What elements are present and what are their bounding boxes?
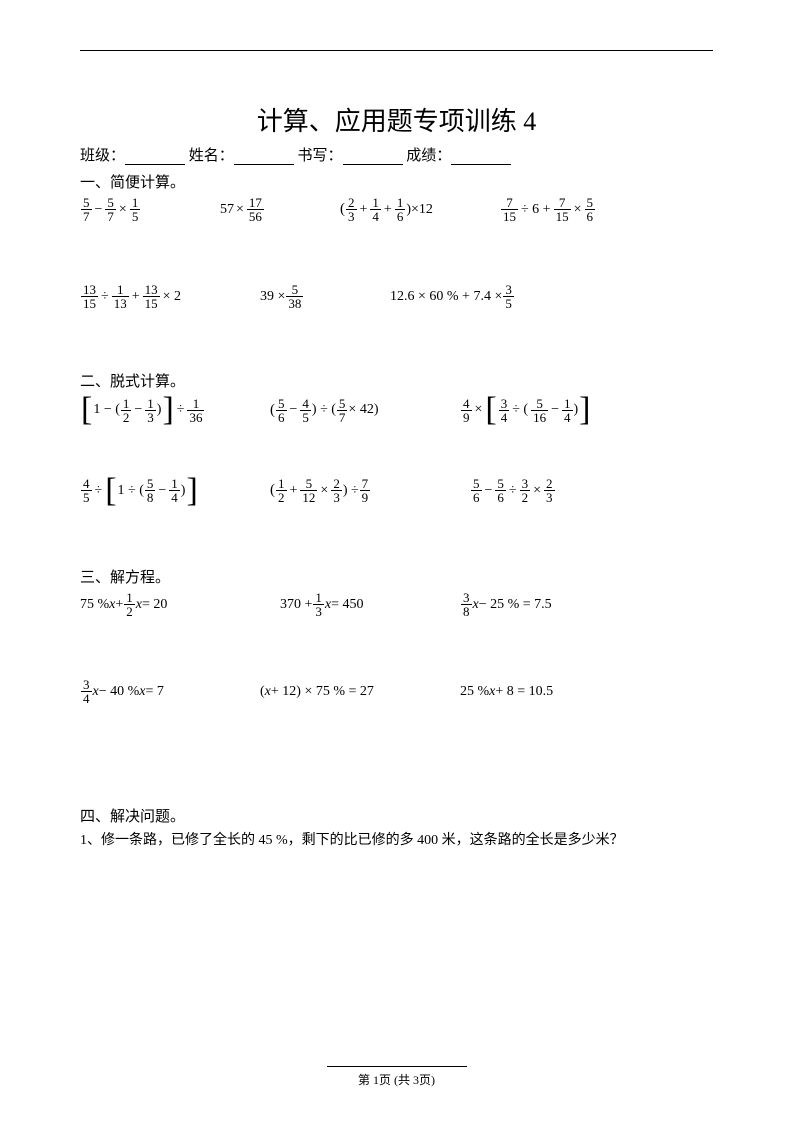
class-label: 班级： <box>80 148 125 164</box>
section-3-head: 三、解方程。 <box>80 566 713 587</box>
footer-rule <box>327 1066 467 1067</box>
top-rule <box>80 50 713 51</box>
section-4-head: 四、解决问题。 <box>80 805 713 826</box>
row-2: 1315 ÷ 113 + 1315 × 2 39 × 538 12.6 × 60… <box>80 283 713 310</box>
page-number: 第 1页 (共 3页) <box>358 1073 435 1087</box>
expr-1-3: ( 23 + 14 + 16 )×12 <box>340 196 500 223</box>
page: 计算、应用题专项训练 4 班级： 姓名： 书写： 成绩： 一、简便计算。 57 … <box>0 0 793 1122</box>
page-title: 计算、应用题专项训练 4 <box>80 101 713 138</box>
row-3: [ 1 − ( 12 − 13 ) ] ÷ 136 ( 56 − 45 ) ÷ … <box>80 395 713 426</box>
expr-3-3: 49 × [ 34 ÷ ( 516 − 14 ) ] <box>460 395 592 426</box>
expr-4-2: ( 12 + 512 × 23 ) ÷ 79 <box>270 477 470 504</box>
writing-blank <box>343 150 403 165</box>
expr-3-2: ( 56 − 45 ) ÷ ( 57 × 42) <box>270 397 460 424</box>
row-1: 57 − 57 × 15 57× 1756 ( 23 + 14 + 16 )×1… <box>80 196 713 223</box>
expr-1-4: 715 ÷ 6 + 715 × 56 <box>500 196 596 223</box>
class-blank <box>125 150 185 165</box>
expr-5-3: 38 x − 25 % = 7.5 <box>460 591 552 618</box>
expr-2-2: 39 × 538 <box>260 283 390 310</box>
row-5: 75 % x + 12 x = 20 370 + 13 x = 450 38 x… <box>80 591 713 618</box>
expr-5-1: 75 % x + 12 x = 20 <box>80 591 280 618</box>
writing-label: 书写： <box>298 148 343 164</box>
page-footer: 第 1页 (共 3页) <box>0 1066 793 1088</box>
expr-3-1: [ 1 − ( 12 − 13 ) ] ÷ 136 <box>80 395 270 426</box>
expr-4-3: 56 − 56 ÷ 32 × 23 <box>470 477 556 504</box>
expr-1-2: 57× 1756 <box>220 196 340 223</box>
expr-6-3: 25 % x + 8 = 10.5 <box>460 684 553 700</box>
row-4: 45 ÷ [ 1 ÷ ( 58 − 14 ) ] ( 12 + 512 × 23… <box>80 476 713 507</box>
score-label: 成绩： <box>406 148 451 164</box>
expr-2-1: 1315 ÷ 113 + 1315 × 2 <box>80 283 260 310</box>
expr-2-3: 12.6 × 60 % + 7.4 × 35 <box>390 283 515 310</box>
row-6: 34 x − 40 % x = 7 (x + 12) × 75 % = 27 2… <box>80 678 713 705</box>
name-label: 姓名： <box>189 148 234 164</box>
expr-5-2: 370 + 13 x = 450 <box>280 591 460 618</box>
section-1-head: 一、简便计算。 <box>80 171 713 192</box>
word-problem-1: 1、修一条路，已修了全长的 45 %，剩下的比已修的多 400 米，这条路的全长… <box>80 830 713 852</box>
name-blank <box>234 150 294 165</box>
section-2-head: 二、脱式计算。 <box>80 370 713 391</box>
expr-6-2: (x + 12) × 75 % = 27 <box>260 684 460 700</box>
expr-4-1: 45 ÷ [ 1 ÷ ( 58 − 14 ) ] <box>80 476 270 507</box>
score-blank <box>451 150 511 165</box>
info-row: 班级： 姓名： 书写： 成绩： <box>80 144 713 165</box>
expr-1-1: 57 − 57 × 15 <box>80 196 220 223</box>
expr-6-1: 34 x − 40 % x = 7 <box>80 678 260 705</box>
